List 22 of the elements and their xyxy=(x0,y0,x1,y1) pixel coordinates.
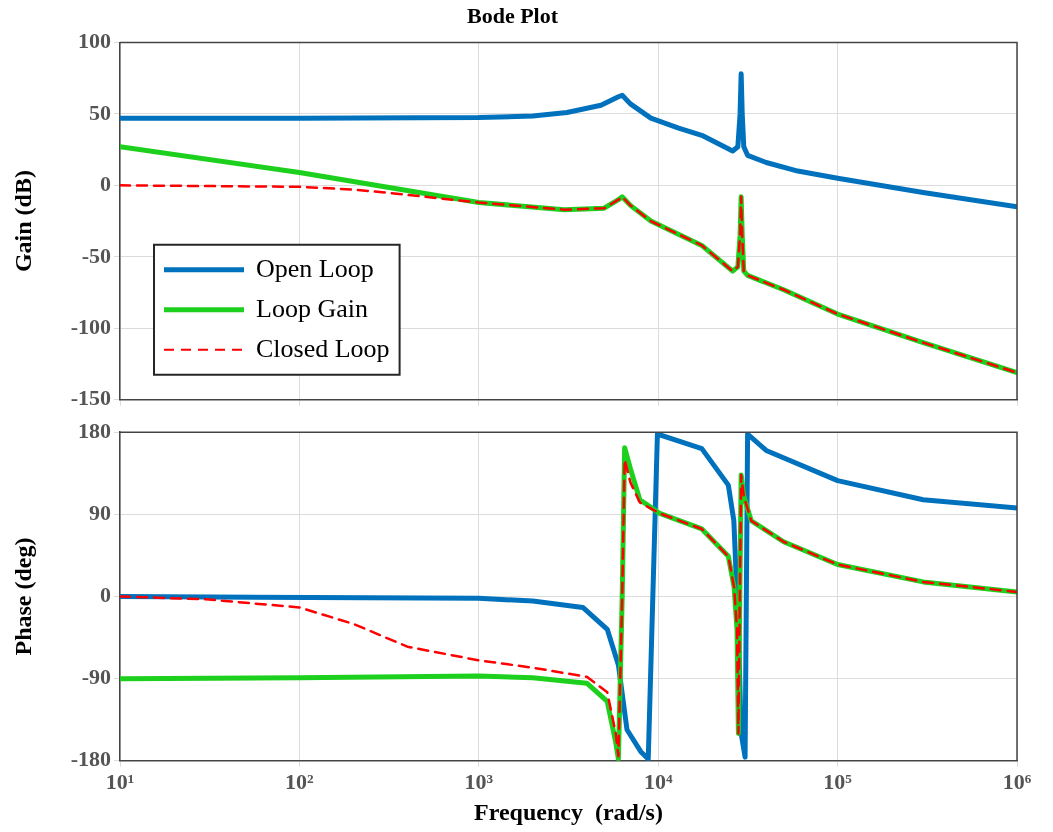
y-axis-title: Gain (dB) xyxy=(9,170,36,273)
y-tick-label: -100 xyxy=(70,314,111,340)
legend-label: Closed Loop xyxy=(256,333,390,363)
x-axis-title: Frequency (rad/s) xyxy=(474,798,663,825)
y-tick-label: 180 xyxy=(78,417,111,443)
legend-label: Loop Gain xyxy=(256,293,368,323)
y-tick-label: -150 xyxy=(70,385,111,411)
y-tick-label: -50 xyxy=(81,242,111,268)
chart-title: Bode Plot xyxy=(466,2,559,28)
x-tick-label: 10⁵ xyxy=(823,768,853,794)
x-tick-label: 10⁴ xyxy=(643,768,673,794)
x-tick-label: 10² xyxy=(285,768,315,794)
y-tick-label: 0 xyxy=(100,582,111,608)
y-tick-label: 50 xyxy=(89,99,111,125)
x-tick-label: 10⁶ xyxy=(1002,768,1032,794)
legend-label: Open Loop xyxy=(256,253,374,283)
y-tick-label: 100 xyxy=(78,28,111,54)
y-axis-title: Phase (deg) xyxy=(9,537,36,656)
y-tick-label: -90 xyxy=(81,664,111,690)
y-tick-label: 90 xyxy=(89,500,111,526)
x-tick-label: 10³ xyxy=(464,768,494,794)
y-tick-label: 0 xyxy=(100,171,111,197)
